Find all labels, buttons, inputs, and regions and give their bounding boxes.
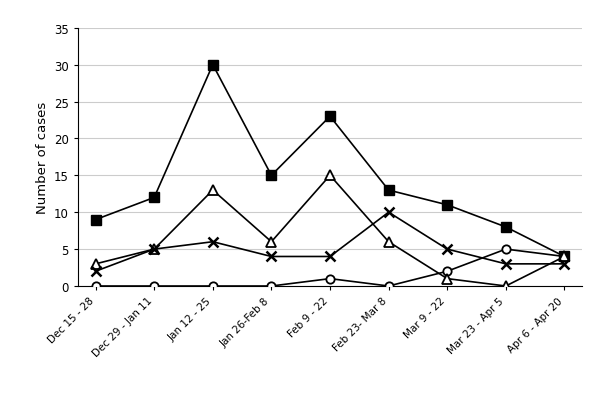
controls: [268, 254, 275, 259]
controls: [443, 247, 451, 252]
hMPV: [561, 254, 568, 259]
controls: [561, 262, 568, 267]
hMPV: [502, 247, 509, 252]
Y-axis label: Number of cases: Number of cases: [35, 101, 49, 213]
hMPV: [151, 284, 158, 289]
Line: controls: controls: [91, 208, 569, 276]
controls: [326, 254, 334, 259]
Line: influenza A: influenza A: [91, 171, 569, 291]
controls: [385, 210, 392, 215]
influenza A: [561, 254, 568, 259]
influenza A: [268, 240, 275, 245]
Line: hMPV: hMPV: [91, 245, 569, 290]
influenza A: [151, 247, 158, 252]
hMPV: [385, 284, 392, 289]
hRSV: [209, 63, 217, 68]
influenza A: [443, 276, 451, 281]
hRSV: [268, 173, 275, 178]
hRSV: [385, 188, 392, 193]
hRSV: [561, 254, 568, 259]
controls: [502, 262, 509, 267]
controls: [92, 269, 99, 274]
hRSV: [502, 225, 509, 230]
hMPV: [268, 284, 275, 289]
influenza A: [385, 240, 392, 245]
Line: hRSV: hRSV: [91, 61, 569, 262]
influenza A: [502, 284, 509, 289]
hMPV: [443, 269, 451, 274]
controls: [151, 247, 158, 252]
hRSV: [151, 196, 158, 200]
influenza A: [92, 262, 99, 267]
influenza A: [209, 188, 217, 193]
hMPV: [209, 284, 217, 289]
hRSV: [92, 218, 99, 222]
hRSV: [443, 203, 451, 208]
influenza A: [326, 173, 334, 178]
hRSV: [326, 115, 334, 119]
hMPV: [326, 276, 334, 281]
controls: [209, 240, 217, 245]
hMPV: [92, 284, 99, 289]
